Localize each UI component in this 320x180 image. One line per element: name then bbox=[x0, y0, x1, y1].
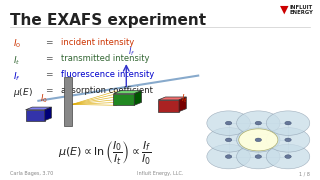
Text: $I_t$: $I_t$ bbox=[180, 93, 188, 105]
Circle shape bbox=[225, 138, 232, 142]
Polygon shape bbox=[26, 107, 52, 110]
Polygon shape bbox=[179, 97, 186, 112]
Text: $I_f$: $I_f$ bbox=[128, 45, 135, 58]
Text: =: = bbox=[45, 70, 52, 79]
Text: absorption coefficient: absorption coefficient bbox=[61, 86, 153, 95]
Circle shape bbox=[225, 155, 232, 158]
Text: $\mu(E)$: $\mu(E)$ bbox=[13, 86, 33, 99]
Polygon shape bbox=[158, 100, 179, 112]
Circle shape bbox=[266, 111, 310, 135]
Circle shape bbox=[255, 138, 261, 142]
Polygon shape bbox=[114, 94, 134, 105]
Text: ▼: ▼ bbox=[280, 4, 288, 15]
Circle shape bbox=[225, 121, 232, 125]
Text: $\mu(E) \propto \ln\left(\dfrac{I_0}{I_t}\right) \propto \dfrac{I_f}{I_0}$: $\mu(E) \propto \ln\left(\dfrac{I_0}{I_t… bbox=[58, 140, 151, 167]
Text: INFLUIT
ENERGY: INFLUIT ENERGY bbox=[289, 4, 313, 15]
Text: incident intensity: incident intensity bbox=[61, 38, 134, 47]
Text: Influit Energy, LLC.: Influit Energy, LLC. bbox=[137, 171, 183, 176]
Circle shape bbox=[207, 128, 250, 152]
Circle shape bbox=[236, 111, 280, 135]
Polygon shape bbox=[26, 110, 45, 121]
Polygon shape bbox=[64, 77, 72, 126]
Polygon shape bbox=[45, 107, 52, 121]
Circle shape bbox=[236, 144, 280, 169]
Circle shape bbox=[239, 129, 278, 151]
Circle shape bbox=[266, 128, 310, 152]
Circle shape bbox=[266, 144, 310, 169]
Circle shape bbox=[285, 121, 291, 125]
Text: fluorescence intensity: fluorescence intensity bbox=[61, 70, 154, 79]
Text: $I_t$: $I_t$ bbox=[13, 54, 20, 66]
Text: Carla Bages, 3.70: Carla Bages, 3.70 bbox=[10, 171, 53, 176]
Text: transmitted intensity: transmitted intensity bbox=[61, 54, 149, 63]
Circle shape bbox=[285, 155, 291, 158]
Text: =: = bbox=[45, 54, 52, 63]
Text: $I_0$: $I_0$ bbox=[13, 38, 21, 50]
Text: =: = bbox=[45, 38, 52, 47]
Text: $I_0$: $I_0$ bbox=[40, 93, 48, 105]
Circle shape bbox=[285, 138, 291, 142]
Circle shape bbox=[207, 144, 250, 169]
Circle shape bbox=[255, 121, 261, 125]
Text: The EXAFS experiment: The EXAFS experiment bbox=[10, 13, 206, 28]
Text: 1 / 8: 1 / 8 bbox=[299, 171, 310, 176]
Circle shape bbox=[236, 128, 280, 152]
Text: =: = bbox=[45, 86, 52, 95]
Circle shape bbox=[255, 155, 261, 158]
Polygon shape bbox=[114, 91, 141, 94]
Polygon shape bbox=[134, 91, 141, 105]
Circle shape bbox=[207, 111, 250, 135]
Text: $I_f$: $I_f$ bbox=[13, 70, 20, 83]
Polygon shape bbox=[158, 97, 186, 100]
